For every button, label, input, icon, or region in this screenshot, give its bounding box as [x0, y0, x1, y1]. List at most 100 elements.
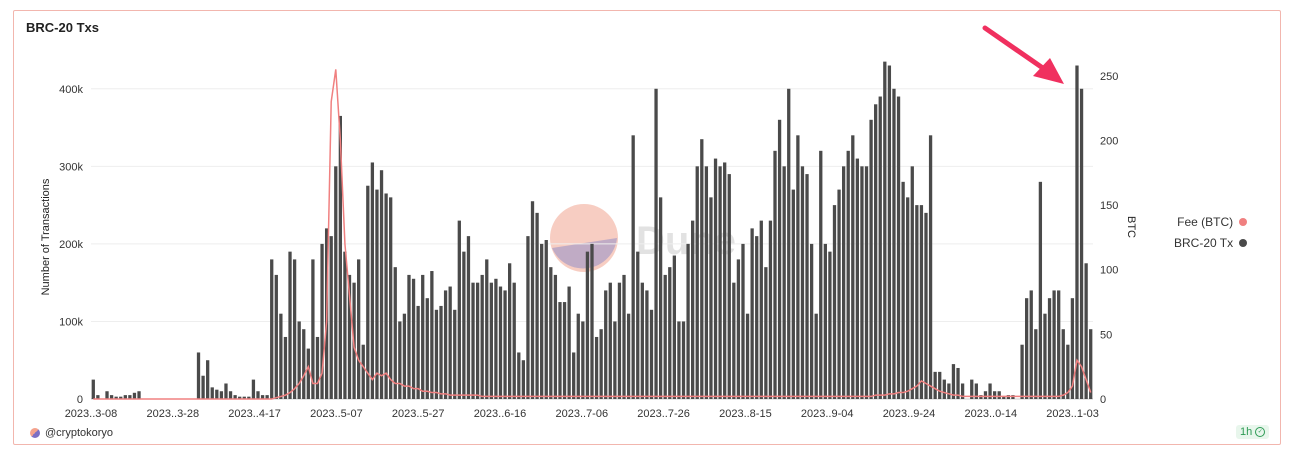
x-tick-label: 2023..1-03: [1046, 408, 1099, 420]
bar: [288, 251, 292, 399]
legend-item-tx[interactable]: BRC-20 Tx: [1174, 232, 1248, 253]
bar: [297, 321, 301, 399]
bar: [535, 212, 539, 399]
bar: [864, 166, 869, 399]
bar: [1070, 298, 1075, 399]
y-tick-label-right: 0: [1100, 394, 1106, 406]
bar: [828, 251, 832, 399]
bar: [695, 166, 699, 399]
bar: [91, 379, 95, 399]
bar: [343, 251, 347, 399]
bar: [526, 236, 530, 399]
bar: [970, 379, 974, 399]
bar: [430, 271, 434, 399]
bar: [782, 166, 786, 399]
x-tick-label: 2023..7-06: [555, 408, 608, 420]
bar: [805, 174, 809, 399]
legend-item-fee[interactable]: Fee (BTC): [1174, 211, 1248, 232]
annotation-arrow-shaft: [982, 25, 1053, 76]
bar: [883, 61, 887, 399]
bar: [398, 321, 402, 399]
bar: [608, 282, 612, 399]
bar: [347, 274, 352, 399]
bar: [357, 259, 361, 399]
bar: [842, 166, 846, 399]
bar: [691, 220, 695, 399]
bar: [599, 329, 603, 399]
bar: [228, 391, 233, 399]
x-tick-label: 2023..5-07: [310, 408, 363, 420]
bar: [274, 274, 278, 399]
check-circle-icon: ✓: [1255, 427, 1266, 437]
credit[interactable]: @cryptokoryo: [30, 427, 113, 439]
bar: [718, 166, 722, 399]
bar: [896, 96, 901, 399]
bar: [814, 313, 818, 399]
bar: [956, 367, 960, 399]
y-tick-label-right: 100: [1100, 265, 1118, 277]
bar: [334, 166, 338, 399]
x-tick-label: 2023..8-15: [719, 408, 772, 420]
bar: [663, 274, 667, 399]
bar: [494, 278, 498, 399]
bar: [411, 278, 416, 399]
bar: [215, 389, 219, 399]
bar: [366, 185, 370, 399]
bar: [874, 104, 878, 399]
bar: [1020, 344, 1024, 399]
bar: [329, 236, 333, 399]
bar: [736, 259, 741, 399]
bar: [109, 395, 114, 399]
y-tick-label-right: 150: [1100, 200, 1118, 212]
x-tick-label: 2023..4-17: [228, 408, 281, 420]
bar: [851, 135, 855, 399]
bar: [105, 391, 109, 399]
bar: [997, 391, 1001, 399]
bar: [572, 352, 576, 399]
bar: [590, 243, 594, 399]
bar: [503, 290, 507, 399]
legend-dot-tx: [1239, 238, 1248, 247]
bar: [517, 352, 521, 399]
bar: [1047, 298, 1052, 399]
refresh-label: 1h: [1240, 426, 1253, 438]
bar: [800, 166, 805, 399]
bar: [636, 251, 640, 399]
bar: [553, 274, 558, 399]
bar: [791, 189, 795, 399]
bar: [617, 282, 622, 399]
bar: [658, 197, 663, 399]
bar: [764, 267, 768, 399]
y-tick-label-left: 200k: [59, 239, 83, 251]
bar: [233, 395, 237, 399]
bar: [402, 313, 407, 399]
bar: [709, 197, 713, 399]
y-tick-label-left: 0: [77, 394, 83, 406]
bar: [594, 336, 599, 399]
bar: [453, 309, 457, 399]
bar: [370, 162, 375, 399]
bar: [119, 396, 123, 399]
bar: [251, 379, 256, 399]
bar: [457, 220, 461, 399]
bar: [549, 267, 553, 399]
bar: [855, 158, 860, 399]
bar: [809, 243, 814, 399]
bar: [311, 259, 315, 399]
y-tick-label-left: 300k: [59, 161, 83, 173]
credit-label: @cryptokoryo: [45, 427, 114, 439]
bar: [448, 286, 452, 399]
bar: [512, 282, 516, 399]
refresh-badge[interactable]: 1h ✓: [1236, 425, 1270, 439]
bar: [727, 174, 731, 399]
bar: [206, 360, 210, 399]
bar: [544, 240, 548, 399]
bar: [869, 119, 873, 400]
bar: [878, 96, 882, 399]
x-tick-label: 2023..3-08: [65, 408, 118, 420]
bar: [466, 236, 471, 399]
bar: [567, 286, 571, 399]
bar: [1025, 298, 1029, 399]
bar: [320, 243, 324, 399]
